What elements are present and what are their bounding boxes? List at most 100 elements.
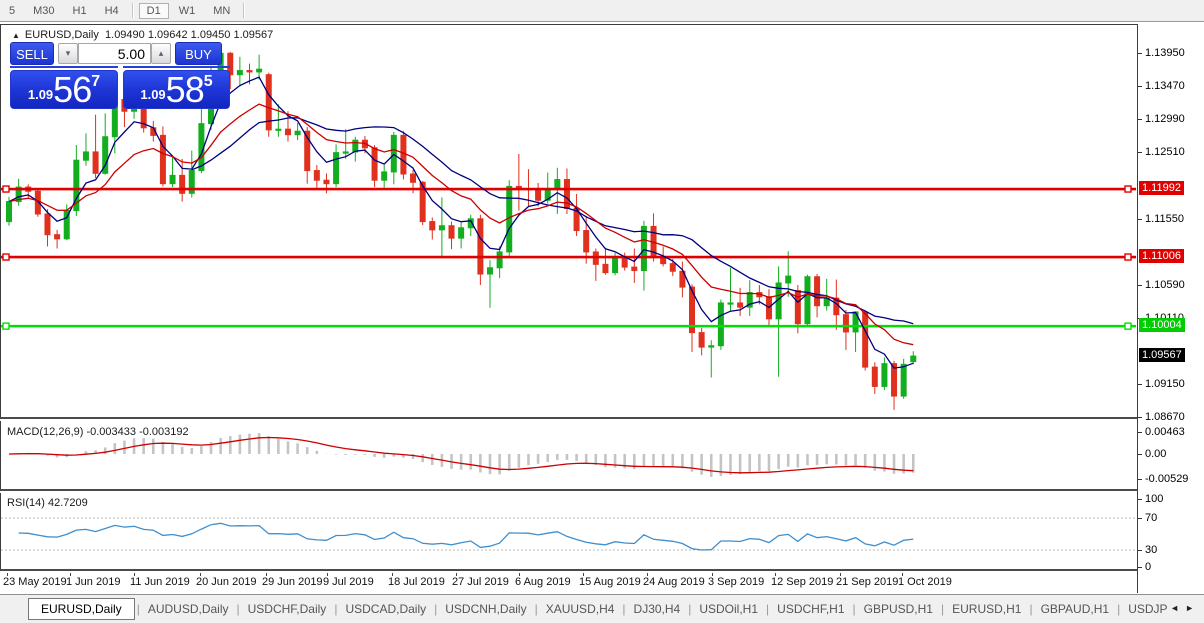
moving-average-lines bbox=[8, 76, 914, 369]
tab-scroll-right-icon[interactable]: ► bbox=[1185, 603, 1200, 613]
level-price-label: 1.11992 bbox=[1139, 181, 1184, 196]
date-label: 1 Jun 2019 bbox=[66, 576, 121, 588]
macd-axis-label: -0.00529 bbox=[1145, 473, 1189, 486]
chart-tab-eurusd-h1[interactable]: EURUSD,H1 bbox=[952, 602, 1022, 616]
chart-tab-usdjp[interactable]: USDJP bbox=[1128, 602, 1168, 616]
macd-tick-mark bbox=[1138, 479, 1142, 481]
sell-price-base: 1.09 bbox=[27, 87, 54, 102]
chart-tab-usdchf-daily[interactable]: USDCHF,Daily bbox=[247, 602, 327, 616]
date-tick-mark bbox=[200, 573, 201, 576]
macd-axis-label: 0.00463 bbox=[1145, 425, 1185, 438]
volume-decrease-button[interactable]: ▾ bbox=[58, 43, 78, 64]
timeframe-button-mn[interactable]: MN bbox=[213, 4, 231, 17]
tab-scroll-left-icon[interactable]: ◄ bbox=[1170, 603, 1186, 613]
chart-tab-usdcad-daily[interactable]: USDCAD,Daily bbox=[345, 602, 427, 616]
date-tick-mark bbox=[327, 573, 328, 576]
date-label: 1 Oct 2019 bbox=[898, 576, 952, 588]
rsi-axis-label: 30 bbox=[1145, 544, 1158, 556]
timeframe-button-h4[interactable]: H4 bbox=[104, 4, 119, 17]
date-tick-mark bbox=[392, 573, 393, 576]
rsi-axis-label: 70 bbox=[1145, 512, 1158, 524]
candlestick-chart[interactable] bbox=[1, 25, 1136, 417]
buy-price-base: 1.09 bbox=[140, 87, 166, 102]
rsi-tick-mark bbox=[1138, 518, 1142, 519]
toolbar-separator bbox=[243, 3, 246, 18]
chart-tab-usdcnh-daily[interactable]: USDCNH,Daily bbox=[445, 602, 527, 616]
time-axis: 23 May 2019 1 Jun 2019 11 Jun 2019 20 Jun 2… bbox=[0, 573, 1137, 593]
price-tick-mark bbox=[1138, 284, 1142, 286]
current-price-label: 1.09567 bbox=[1139, 348, 1185, 363]
price-tick-label: 1.09150 bbox=[1145, 378, 1185, 391]
date-tick-mark bbox=[840, 573, 841, 576]
chart-tab-usdoil-h1[interactable]: USDOil,H1 bbox=[699, 602, 759, 616]
macd-tick-mark bbox=[1138, 431, 1142, 433]
level-price-label: 1.11006 bbox=[1139, 249, 1184, 264]
sell-strip-decoration bbox=[10, 66, 118, 68]
price-tick-mark bbox=[1138, 86, 1142, 88]
timeframe-button-m30[interactable]: M30 bbox=[33, 4, 55, 17]
price-tick-mark bbox=[1138, 384, 1142, 386]
date-label: 23 May 2019 bbox=[3, 576, 67, 588]
rsi-tick-mark bbox=[1138, 499, 1142, 500]
tab-separator: | bbox=[434, 602, 438, 616]
macd-signal-line bbox=[8, 436, 914, 474]
date-tick-mark bbox=[647, 573, 648, 576]
date-label: 15 Aug 2019 bbox=[579, 576, 641, 588]
price-tick-label: 1.10590 bbox=[1145, 278, 1185, 291]
buy-price-panel[interactable]: 1.09 58 5 bbox=[123, 70, 230, 109]
rsi-chart bbox=[1, 517, 1136, 551]
price-tick-mark bbox=[1138, 119, 1142, 121]
rsi-indicator-pane[interactable] bbox=[0, 493, 1137, 571]
tab-separator: | bbox=[534, 602, 538, 616]
chart-tab-xauusd-h4[interactable]: XAUUSD,H4 bbox=[545, 602, 615, 616]
tab-separator: | bbox=[622, 602, 626, 616]
date-tick-mark bbox=[7, 573, 8, 576]
level-price-label: 1.10004 bbox=[1139, 318, 1185, 333]
tab-separator: | bbox=[1029, 602, 1033, 616]
toolbar-separator bbox=[131, 3, 134, 18]
macd-label: MACD(12,26,9) -0.003433 -0.003192 bbox=[7, 426, 189, 438]
volume-increase-button[interactable]: ▴ bbox=[151, 43, 171, 64]
chart-tab-usdchf-h1[interactable]: USDCHF,H1 bbox=[777, 602, 845, 616]
buy-button[interactable]: BUY bbox=[175, 42, 222, 65]
tab-scroll-arrows[interactable]: ◄► bbox=[1170, 603, 1200, 613]
timeframe-button-d1[interactable]: D1 bbox=[138, 2, 169, 19]
timeframe-button-h1[interactable]: H1 bbox=[72, 4, 87, 17]
sell-price-panel[interactable]: 1.09 56 7 bbox=[10, 70, 118, 109]
timeframe-button-w1[interactable]: W1 bbox=[178, 4, 196, 17]
chart-tab-eurusd-daily[interactable]: EURUSD,Daily bbox=[28, 598, 135, 620]
price-scale[interactable]: 1.13950 1.13470 1.12990 1.12510 1.11550 1.105… bbox=[1137, 24, 1204, 593]
chart-ohlc-values: 1.09490 1.09642 1.09450 1.09567 bbox=[105, 29, 274, 41]
sell-price-pip: 7 bbox=[91, 73, 101, 90]
macd-histogram bbox=[17, 433, 915, 477]
date-tick-mark bbox=[902, 573, 903, 576]
date-tick-mark bbox=[456, 573, 457, 576]
tab-separator: | bbox=[852, 602, 856, 616]
chart-title: EURUSD,Daily bbox=[24, 29, 99, 41]
date-tick-mark bbox=[519, 573, 520, 576]
sell-button[interactable]: SELL bbox=[10, 42, 54, 65]
volume-input[interactable]: 5.00 bbox=[78, 43, 151, 64]
horizontal-level-lines[interactable] bbox=[1, 185, 1136, 330]
tab-separator: | bbox=[236, 602, 240, 616]
chart-tab-bar: EURUSD,Daily | AUDUSD,Daily | USDCHF,Daily | U… bbox=[0, 594, 1204, 623]
rsi-tick-mark bbox=[1138, 567, 1142, 568]
collapse-chart-icon[interactable]: ▲ bbox=[12, 31, 20, 40]
date-label: 12 Sep 2019 bbox=[771, 576, 834, 588]
price-tick-mark bbox=[1138, 53, 1142, 54]
timeframe-button-5[interactable]: 5 bbox=[9, 4, 16, 17]
chart-tab-gbpusd-h1[interactable]: GBPUSD,H1 bbox=[863, 602, 933, 616]
macd-indicator-pane[interactable] bbox=[0, 421, 1137, 491]
chart-tab-gbpaud-h1[interactable]: GBPAUD,H1 bbox=[1040, 602, 1110, 616]
tab-separator: | bbox=[766, 602, 770, 616]
price-tick-mark bbox=[1138, 218, 1142, 220]
date-label: 21 Sep 2019 bbox=[836, 576, 899, 588]
chart-tab-dj30-h4[interactable]: DJ30,H4 bbox=[633, 602, 681, 616]
price-tick-mark bbox=[1138, 152, 1142, 154]
chart-tab-audusd-daily[interactable]: AUDUSD,Daily bbox=[147, 602, 229, 616]
price-tick-label: 1.13950 bbox=[1145, 47, 1185, 59]
price-tick-label: 1.13470 bbox=[1145, 80, 1185, 93]
date-tick-mark bbox=[583, 573, 584, 576]
price-tick-label: 1.08670 bbox=[1145, 411, 1185, 424]
